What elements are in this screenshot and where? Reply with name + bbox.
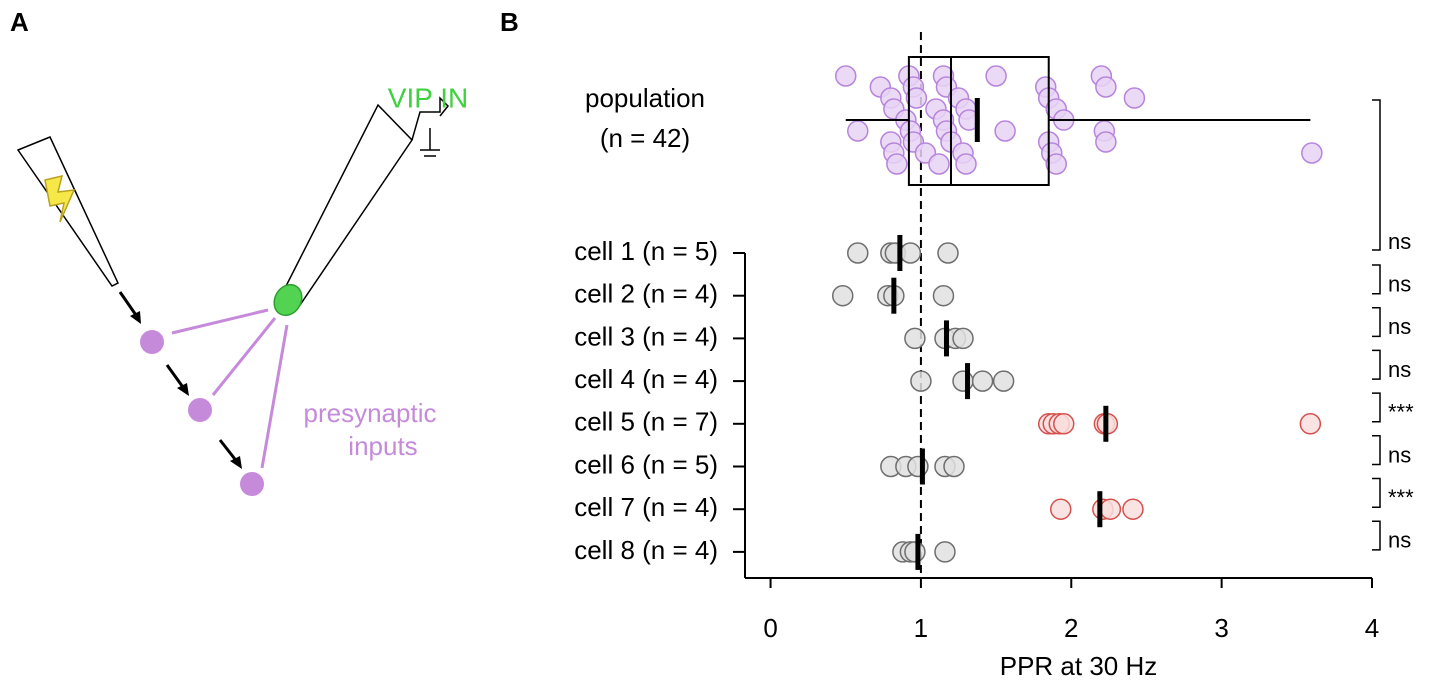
row-label: cell 3 (n = 4) [574,321,718,351]
bracket [1372,435,1381,466]
lightning [44,174,76,223]
bracket [1372,392,1381,423]
row-label: cell 7 (n = 4) [574,492,718,522]
population-dot [834,65,857,87]
x-tick-label: 0 [763,613,777,643]
bracket [1372,99,1381,251]
dot [1099,498,1122,520]
bracket [1372,520,1381,551]
panel-label: A [10,7,29,37]
input-label: presynaptic [304,398,437,428]
arrowhead [177,383,189,396]
dot [1050,498,1072,520]
population-dot [985,65,1007,87]
dot [831,284,854,307]
significance: *** [1388,400,1414,425]
bracket [1372,306,1381,338]
rec-wire [411,96,450,141]
x-tick-label: 4 [1365,613,1379,643]
x-tick-label: 2 [1064,613,1078,643]
dot [992,370,1015,392]
significance: ns [1388,229,1411,254]
row-label: cell 4 (n = 4) [574,364,718,394]
bracket [1372,264,1381,295]
population-dot [928,153,950,175]
input-arrow [260,324,289,469]
dot [934,541,956,563]
significance: ns [1388,357,1411,382]
population-dot [905,87,928,109]
arrowhead [230,456,242,469]
significance: ns [1388,442,1411,467]
row-label: cell 8 (n = 4) [574,535,718,565]
presynaptic-cell [188,398,212,422]
dot [1053,413,1075,435]
population-dot [1301,142,1323,164]
population-dot [1123,87,1146,109]
population-dot [955,153,977,175]
population-dot [847,120,869,142]
significance: ns [1388,528,1411,553]
bracket [1372,477,1381,508]
vip-cell [273,283,303,317]
row-label: cell 1 (n = 5) [574,236,718,266]
row-label: cell 6 (n = 5) [574,449,718,479]
significance: ns [1388,314,1411,339]
stim-pipette [16,136,119,287]
x-axis-label: PPR at 30 Hz [1000,651,1158,681]
population-label: (n = 42) [600,123,690,153]
row-label: cell 5 (n = 7) [574,407,718,437]
rec-pipette [282,103,413,307]
presynaptic-cell [140,330,164,354]
dot [899,242,922,264]
significance: ns [1388,272,1411,297]
x-tick-label: 3 [1214,613,1228,643]
population-dot [1045,153,1067,175]
dot [943,455,965,478]
dot [1122,498,1144,520]
box [907,56,1050,186]
population-dot [1095,76,1117,98]
dot [910,370,932,392]
input-arrow [211,317,277,396]
dot [952,327,974,350]
population-dot [886,153,908,175]
presynaptic-cell [240,472,264,496]
dot [937,242,959,264]
population-label: population [585,83,705,113]
arrowhead [130,311,141,324]
significance: *** [1388,485,1414,510]
population-dot [994,120,1016,142]
input-label: inputs [348,431,417,461]
diagram [16,96,450,496]
panel-label: B [500,7,519,37]
dot [1299,413,1322,435]
chart: 0 1 2 3 4 PPR at 30 Hz population (n = 42) cell … [574,32,1414,681]
dot [904,327,926,350]
dot [932,284,955,307]
dot [971,370,994,392]
row-label: cell 2 (n = 4) [574,279,718,309]
population-dot [1095,131,1117,153]
cell-label: VIP IN [388,82,468,113]
dot [847,242,869,264]
x-tick-label: 1 [914,613,928,643]
dot [904,541,926,563]
input-arrow [171,308,269,335]
bracket [1372,349,1381,380]
